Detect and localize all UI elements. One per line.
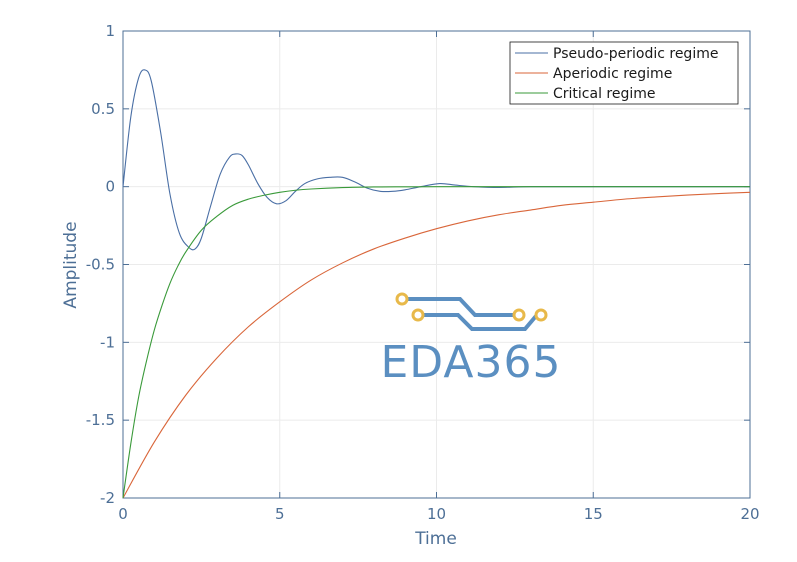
x-tick-label: 20: [740, 505, 759, 523]
legend-label-aperiodic: Aperiodic regime: [553, 66, 672, 82]
y-tick-label: -1: [100, 333, 115, 351]
x-axis-label: Time: [414, 529, 457, 549]
legend-label-pseudo-periodic: Pseudo-periodic regime: [553, 46, 718, 62]
x-tick-label: 5: [275, 505, 285, 523]
axis-ticks: 10.50-0.5-1-1.5-20 5 10 15 20: [86, 22, 760, 523]
y-tick-label: 0.5: [91, 100, 115, 118]
legend-label-critical: Critical regime: [553, 86, 656, 102]
x-tick-label: 0: [118, 505, 128, 523]
logo-pad-1: [395, 292, 409, 306]
y-tick-label: -2: [100, 489, 115, 507]
logo-pad-4: [534, 308, 548, 322]
x-tick-label: 15: [584, 505, 603, 523]
y-tick-label: -1.5: [86, 411, 115, 429]
logo-pad-3: [512, 308, 526, 322]
y-tick-label: -0.5: [86, 256, 115, 274]
logo-pad-2: [411, 308, 425, 322]
series-lines: [122, 69, 751, 499]
y-tick-label: 1: [105, 22, 115, 40]
series-line-aperiodic: [122, 191, 751, 499]
series-line-pseudo-periodic: [122, 69, 750, 251]
logo-trace-lower: [421, 313, 538, 331]
watermark-text: EDA365: [381, 337, 562, 388]
legend: Pseudo-periodic regime Aperiodic regime …: [509, 41, 739, 105]
eda365-watermark-logo: EDA365: [381, 292, 562, 388]
y-axis-label: Amplitude: [61, 221, 81, 308]
y-tick-label: 0: [105, 178, 115, 196]
x-tick-label: 10: [427, 505, 446, 523]
series-line-critical: [122, 186, 750, 499]
logo-trace-upper: [405, 297, 516, 317]
